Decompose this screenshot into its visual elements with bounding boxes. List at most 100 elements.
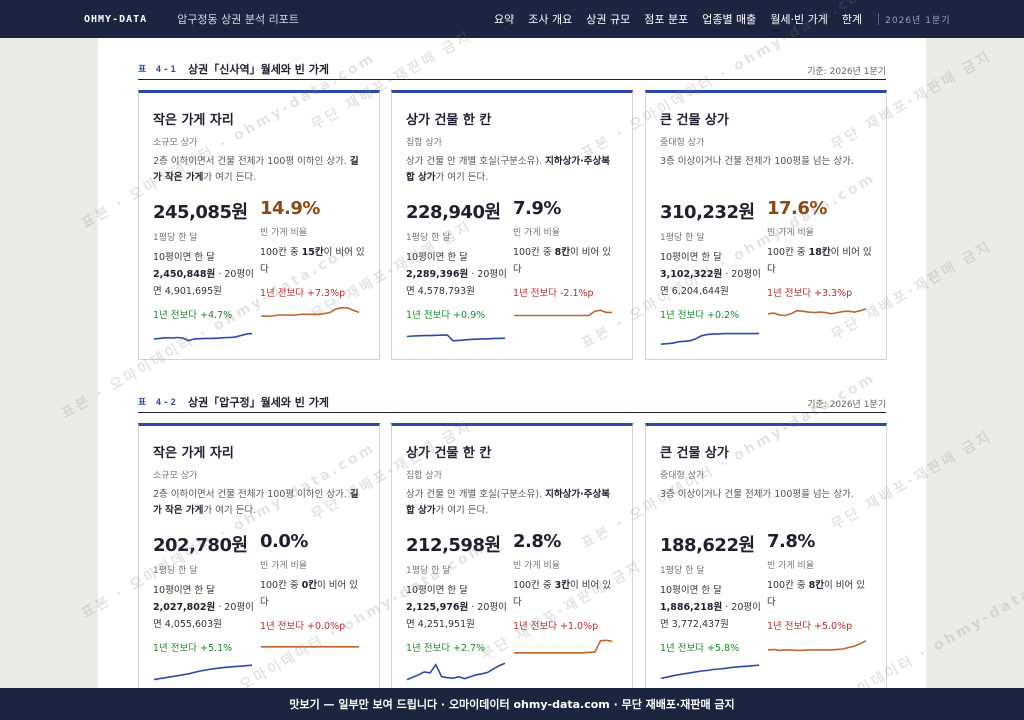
vacancy-label: 빈 가게 비율: [512, 561, 561, 571]
rent-vacancy-card: 작은 가게 자리 소규모 상가 2층 이하이면서 건물 전체가 100평 이하인 상…: [138, 90, 380, 360]
rent-detail-10-label: 10평이면 한 달: [406, 585, 468, 596]
vacancy-column: 2.8% 빈 가게 비율 100칸 중 3칸이 비어 있다 1년 전보다 +1.0%p: [513, 531, 618, 684]
rent-detail-10-label: 10평이면 한 달: [660, 252, 722, 263]
vacancy-detail-pre: 100칸 중: [259, 247, 302, 258]
rent-detail: 10평이면 한 달 2,450,848원 · 20평이면 4,901,695원: [153, 249, 260, 300]
nav-divider: [878, 13, 880, 25]
sparkline-path: [767, 308, 867, 317]
rent-label: 1평당 한 달: [406, 233, 451, 243]
brand-logo[interactable]: OHMY-DATA: [84, 13, 148, 25]
vacancy-detail: 100칸 중 15칸이 비어 있다: [260, 244, 365, 278]
vacancy-detail-count: 8칸: [554, 247, 570, 258]
vacancy-sparkline: [767, 308, 867, 317]
rent-detail-10-value: 2,027,802원: [153, 602, 216, 613]
card-metrics: 188,622원 1평당 한 달 10평이면 한 달 1,886,218원 · 20평…: [660, 531, 872, 684]
card-title: 상가 건물 한 칸: [406, 446, 492, 461]
nav-item-rent[interactable]: 월세·빈 가게: [770, 13, 828, 26]
vacancy-sparkline: [767, 640, 867, 652]
rent-detail: 10평이면 한 달 2,289,396원 · 20평이면 4,578,793원: [406, 249, 513, 300]
card-description: 3층 이상이거나 건물 전체가 100평을 넘는 상가.: [660, 487, 872, 519]
card-subtitle: 중대형 상가: [660, 138, 705, 148]
rent-vacancy-card: 작은 가게 자리 소규모 상가 2층 이하이면서 건물 전체가 100평 이하인 상…: [138, 423, 380, 688]
vacancy-detail-post: 이 비어 있다: [259, 580, 358, 608]
vacancy-detail-count: 8칸: [808, 580, 824, 591]
nav-item-limits[interactable]: 한계: [841, 13, 863, 26]
nav-item-survey[interactable]: 조사 개요: [528, 13, 573, 26]
vacancy-detail-post: 이 비어 있다: [512, 580, 611, 608]
footer-notice: 맛보기 — 일부만 보여 드립니다 · 오마이데이터 ohmy-data.com…: [0, 688, 1024, 720]
nav-item-stores[interactable]: 점포 분포: [644, 13, 689, 26]
vacancy-detail-post: 이 비어 있다: [512, 247, 611, 275]
rent-detail-10-value: 2,289,396원: [406, 269, 469, 280]
vacancy-change: 1년 전보다 +1.0%p: [512, 621, 599, 632]
rent-change: 1년 전보다 +0.9%: [406, 310, 486, 321]
card-description: 2층 이하이면서 건물 전체가 100평 이하인 상가. 길가 작은 가게가 여…: [153, 487, 365, 519]
card-subtitle: 집합 상가: [406, 471, 442, 481]
sparkline-path: [513, 309, 612, 317]
rent-label: 1평당 한 달: [660, 233, 705, 243]
vacancy-detail-count: 15칸: [301, 247, 324, 258]
rent-vacancy-card: 큰 건물 상가 중대형 상가 3층 이상이거나 건물 전체가 100평을 넘는 상가…: [645, 423, 887, 688]
rent-sparkline: [660, 332, 760, 345]
vacancy-detail: 100칸 중 18칸이 비어 있다: [767, 244, 872, 278]
rent-label: 1평당 한 달: [660, 566, 705, 576]
main-nav: 요약 조사 개요 상권 규모 점포 분포 업종별 매출 월세·빈 가게 한계 2…: [494, 0, 951, 38]
desc-highlight: 지하상가·주상복합 상가: [406, 156, 610, 183]
vacancy-column: 17.6% 빈 가게 비율 100칸 중 18칸이 비어 있다 1년 전보다 +3.3…: [767, 198, 872, 351]
section-header: 표 4-2 상권「압구정」월세와 빈 가게 기준: 2026년 1분기: [138, 391, 886, 413]
nav-item-sales[interactable]: 업종별 매출: [702, 13, 757, 26]
rent-sparkline: [153, 332, 253, 342]
sparkline-path: [660, 332, 760, 345]
rent-detail-10-label: 10평이면 한 달: [153, 585, 215, 596]
rent-detail-20-value: 4,055,603원: [164, 619, 222, 630]
card-description: 3층 이상이거나 건물 전체가 100평을 넘는 상가.: [660, 154, 872, 186]
desc-text-end: 가 여기 든다.: [435, 505, 489, 516]
rent-detail-10-value: 1,886,218원: [660, 602, 723, 613]
nav-period: 2026년 1분기: [885, 15, 951, 26]
desc-text-end: 가 여기 든다.: [435, 172, 489, 183]
rent-value: 188,622원: [660, 535, 755, 556]
rent-detail-20-label: · 20평이면: [406, 269, 507, 297]
rent-detail-20-label: · 20평이면: [153, 269, 254, 297]
rent-label: 1평당 한 달: [406, 566, 451, 576]
sparkline-path: [513, 639, 613, 654]
sparkline-path: [260, 307, 360, 317]
desc-text-end: 가 여기 든다.: [203, 172, 257, 183]
desc-highlight: 길가 작은 가게: [153, 489, 359, 516]
nav-item-summary[interactable]: 요약: [494, 13, 515, 26]
card-subtitle: 중대형 상가: [660, 471, 705, 481]
vacancy-detail-count: 0칸: [301, 580, 317, 591]
vacancy-detail: 100칸 중 0칸이 비어 있다: [260, 577, 365, 611]
vacancy-change: 1년 전보다 -2.1%p: [512, 288, 594, 299]
rent-detail-20-label: · 20평이면: [660, 602, 761, 630]
sparkline-path: [660, 664, 760, 680]
vacancy-value: 0.0%: [259, 531, 308, 552]
rent-column: 188,622원 1평당 한 달 10평이면 한 달 1,886,218원 · 20평…: [660, 531, 767, 684]
vacancy-column: 14.9% 빈 가게 비율 100칸 중 15칸이 비어 있다 1년 전보다 +7.3…: [260, 198, 365, 351]
rent-detail: 10평이면 한 달 1,886,218원 · 20평이면 3,772,437원: [660, 582, 767, 633]
vacancy-change: 1년 전보다 +3.3%p: [766, 288, 853, 299]
vacancy-value: 7.8%: [766, 531, 815, 552]
vacancy-detail-count: 3칸: [554, 580, 570, 591]
card-title: 상가 건물 한 칸: [406, 113, 492, 128]
vacancy-detail-pre: 100칸 중: [512, 247, 555, 258]
vacancy-sparkline: [260, 307, 360, 317]
vacancy-column: 7.9% 빈 가게 비율 100칸 중 8칸이 비어 있다 1년 전보다 -2.1%p: [513, 198, 618, 351]
rent-column: 212,598원 1평당 한 달 10평이면 한 달 2,125,976원 · 20평…: [406, 531, 513, 684]
nav-item-scale[interactable]: 상권 규모: [586, 13, 631, 26]
vacancy-value: 7.9%: [512, 198, 561, 219]
rent-detail: 10평이면 한 달 2,027,802원 · 20평이면 4,055,603원: [153, 582, 260, 633]
vacancy-change: 1년 전보다 +5.0%p: [766, 621, 853, 632]
card-metrics: 245,085원 1평당 한 달 10평이면 한 달 2,450,848원 · 20평…: [153, 198, 365, 351]
vacancy-value: 14.9%: [259, 198, 320, 219]
rent-change: 1년 전보다 +2.7%: [406, 643, 486, 654]
section-number: 표 4-2: [138, 398, 178, 408]
vacancy-value: 2.8%: [512, 531, 561, 552]
section-header: 표 4-1 상권「신사역」월세와 빈 가게 기준: 2026년 1분기: [138, 58, 886, 80]
rent-detail-10-label: 10평이면 한 달: [660, 585, 722, 596]
rent-detail-20-value: 4,578,793원: [417, 286, 475, 297]
card-metrics: 310,232원 1평당 한 달 10평이면 한 달 3,102,322원 · 20평…: [660, 198, 872, 351]
rent-detail-10-label: 10평이면 한 달: [153, 252, 215, 263]
vacancy-detail-post: 이 비어 있다: [766, 247, 872, 275]
vacancy-detail: 100칸 중 8칸이 비어 있다: [513, 244, 618, 278]
